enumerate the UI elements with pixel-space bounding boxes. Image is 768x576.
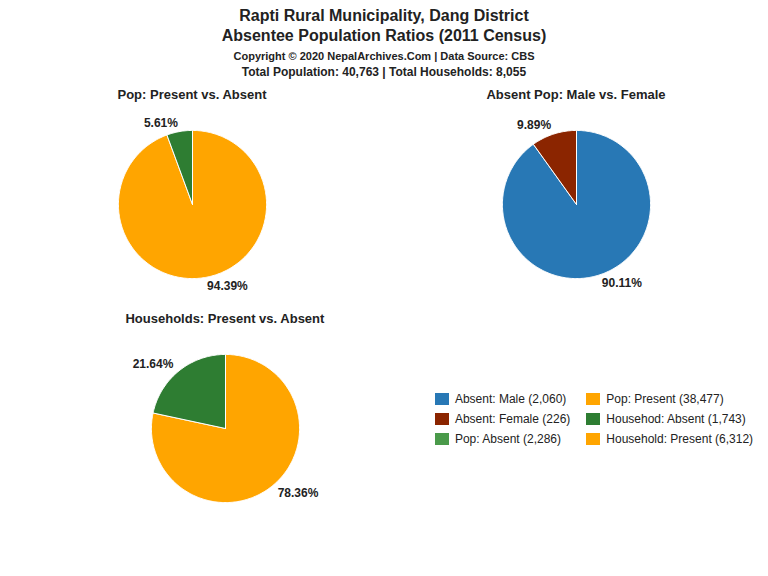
html-text:Absent Pop: Male vs. Female: Absent Pop: Male vs. Female: [486, 87, 666, 102]
svg-text:94.39%: 94.39%: [207, 279, 248, 293]
svg-text:90.11%: 90.11%: [602, 276, 642, 290]
html-text:Rapti Rural Municipality, Dang: Rapti Rural Municipality, Dang District: [239, 7, 529, 24]
html-text:Total Population: 40,763 | Tot: Total Population: 40,763 | Total Househo…: [241, 65, 527, 79]
html-text:Households: Present vs. Absent: Households: Present vs. Absent: [125, 311, 325, 326]
svg-text:5.61%: 5.61%: [144, 116, 178, 130]
html-text:Pop: Present (38,477): Pop: Present (38,477): [606, 392, 724, 406]
html-text:Pop: Present vs. Absent: Pop: Present vs. Absent: [117, 87, 267, 102]
html-text:Absentee Population Ratios (20: Absentee Population Ratios (2011 Census): [221, 27, 547, 44]
html-text:Househod: Absent (1,743): Househod: Absent (1,743): [606, 412, 746, 426]
html-text:Copyright © 2020 NepalArchives: Copyright © 2020 NepalArchives.Com | Dat…: [233, 50, 535, 62]
html-text:Household: Present (6,312): Household: Present (6,312): [606, 432, 754, 446]
svg-text:78.36%: 78.36%: [278, 486, 319, 500]
html-text:Absent: Male (2,060): Absent: Male (2,060): [454, 392, 567, 406]
html-text:Pop: Absent (2,286): Pop: Absent (2,286): [454, 432, 561, 446]
html-text:Absent: Female (226): Absent: Female (226): [454, 412, 571, 426]
svg-text:21.64%: 21.64%: [133, 357, 174, 371]
svg-text:9.89%: 9.89%: [517, 118, 551, 132]
